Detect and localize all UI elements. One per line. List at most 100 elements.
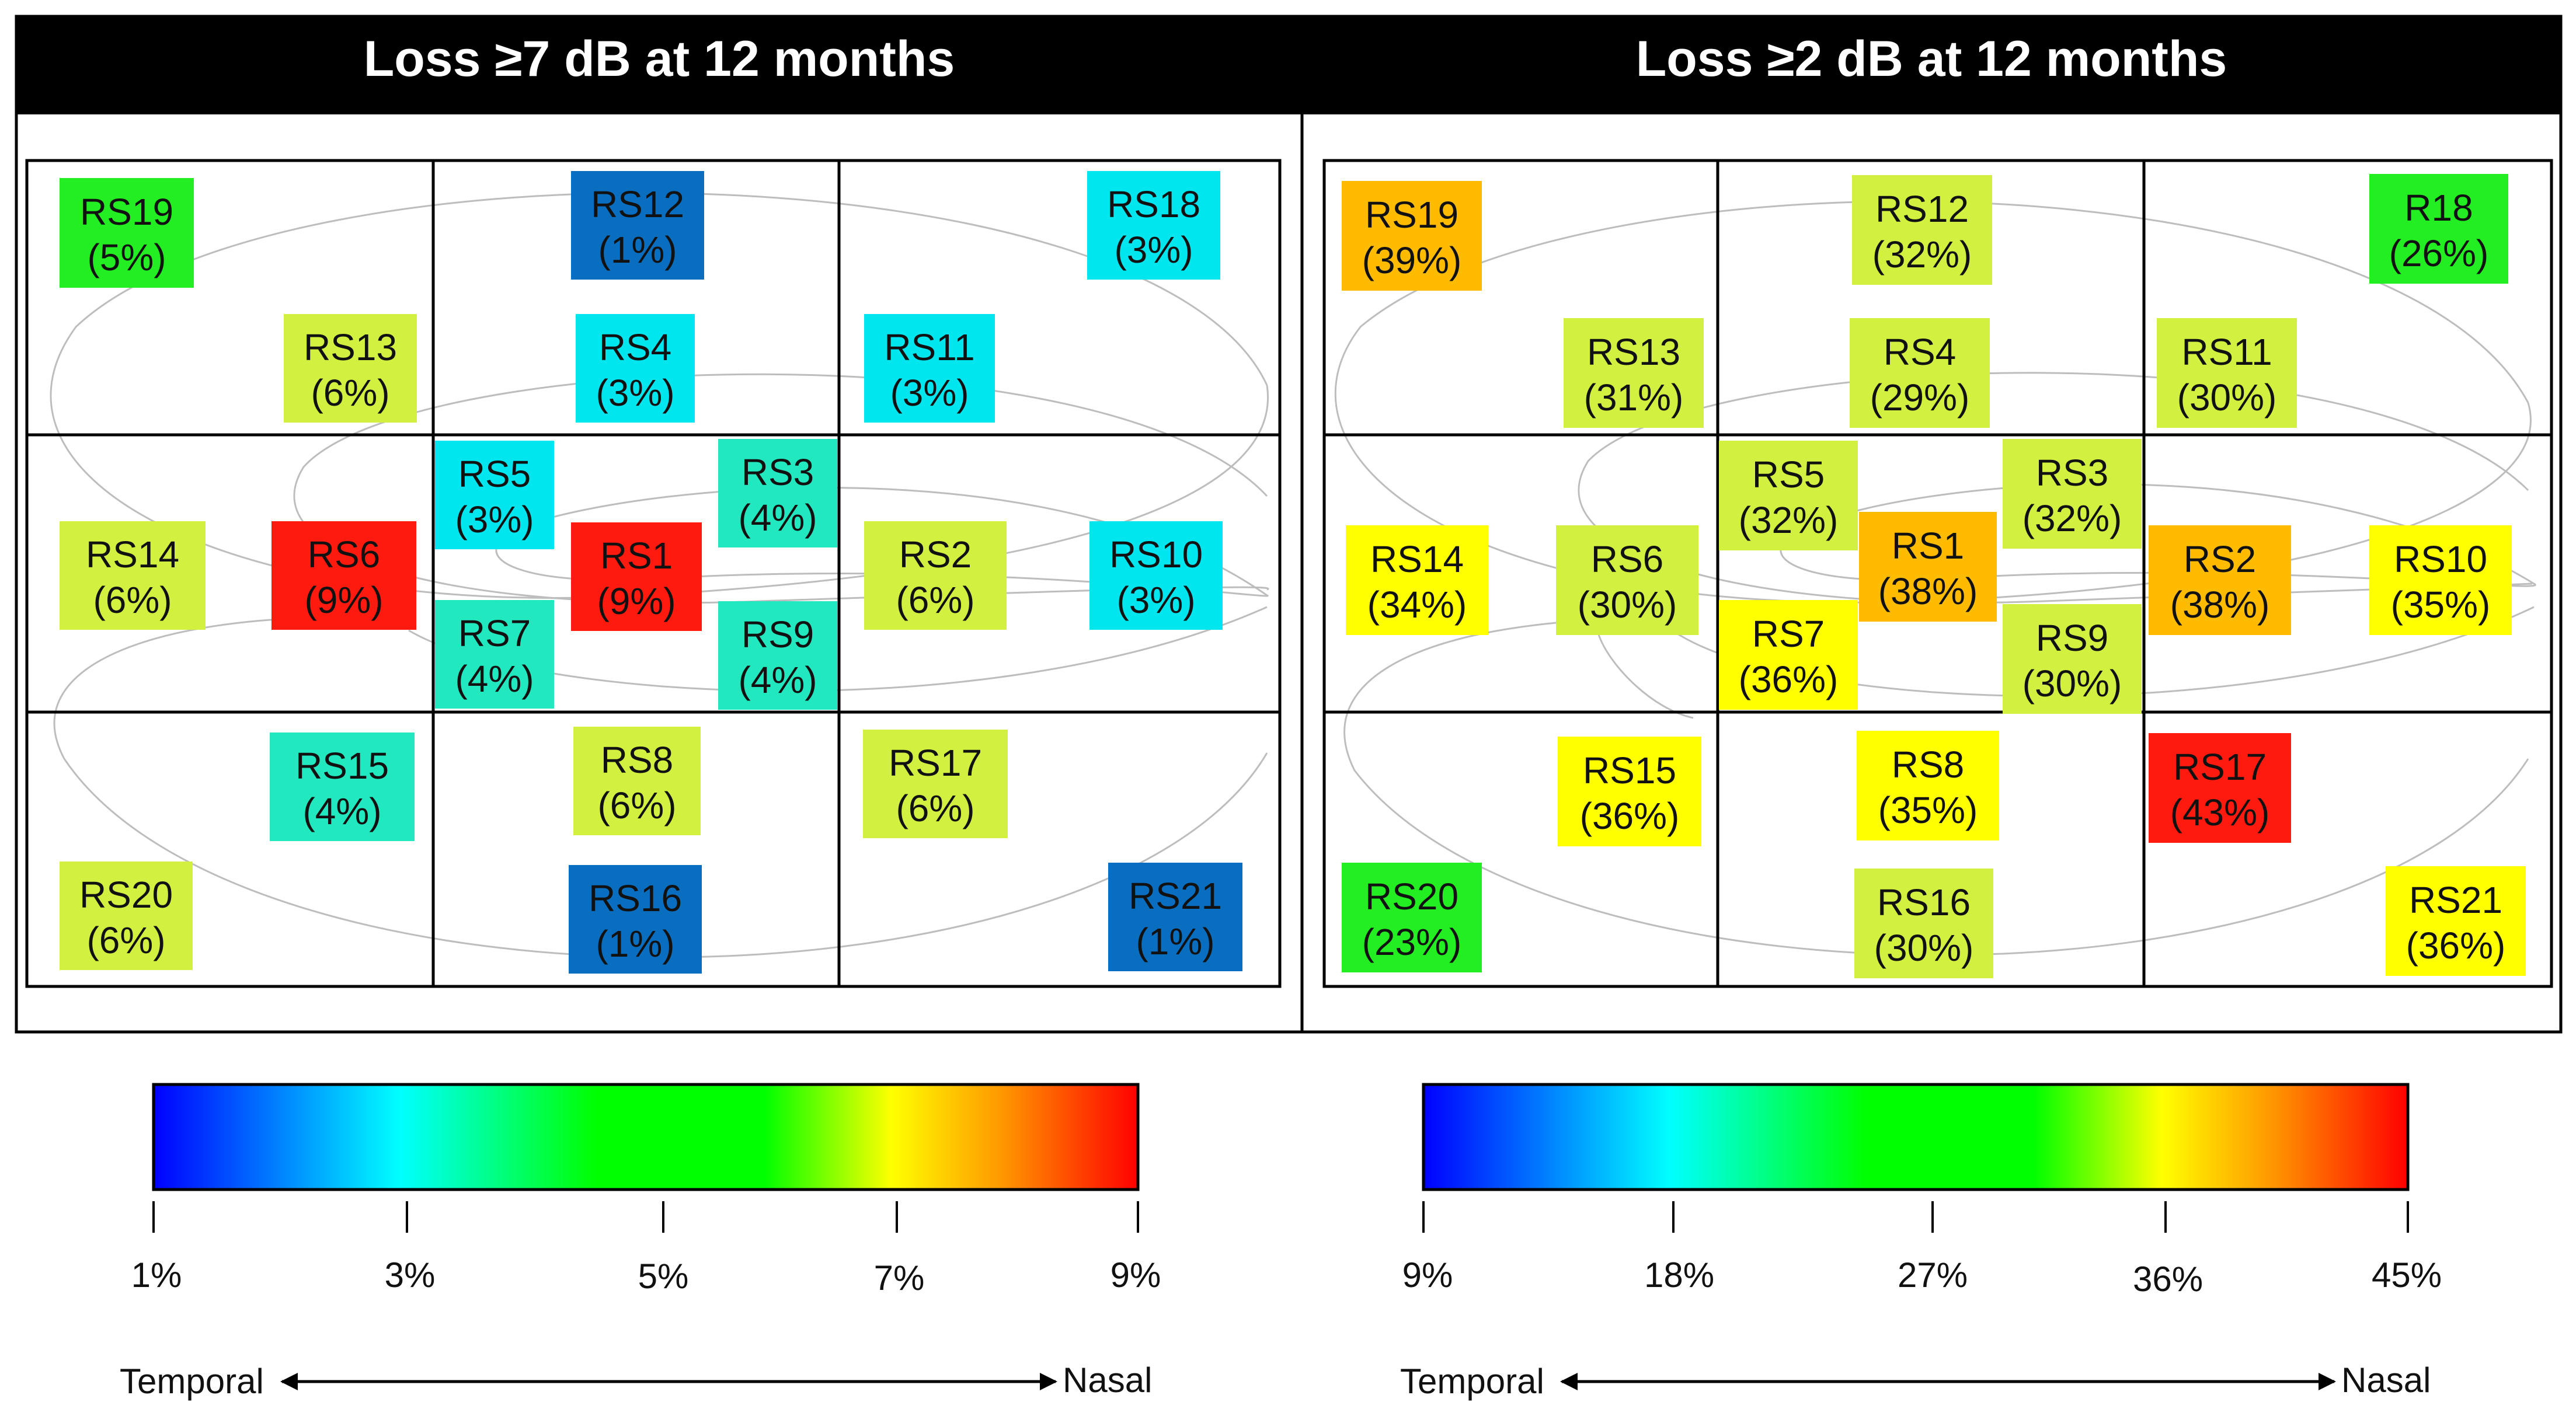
cell-RS13: RS13(6%) xyxy=(284,314,417,423)
svg-text:RS1: RS1 xyxy=(1892,525,1965,567)
cell-RS20: RS20(6%) xyxy=(60,862,193,970)
svg-text:(5%): (5%) xyxy=(87,236,166,278)
svg-text:RS2: RS2 xyxy=(2184,538,2257,580)
cell-RS1: RS1(9%) xyxy=(571,522,702,631)
svg-text:RS16: RS16 xyxy=(1877,881,1971,923)
color-scale-right: 9% 18% 27% 36% 45% Temporal Nasal xyxy=(1400,1083,2442,1401)
cell-RS21: RS21(1%) xyxy=(1108,863,1242,971)
svg-text:RS3: RS3 xyxy=(2036,452,2109,494)
svg-text:RS4: RS4 xyxy=(599,326,672,368)
panel-title: Loss ≥2 dB at 12 months xyxy=(1636,31,2227,87)
svg-text:(36%): (36%) xyxy=(2406,925,2506,967)
svg-text:(6%): (6%) xyxy=(311,372,389,414)
cell-RS14: RS14(34%) xyxy=(1346,525,1488,635)
svg-text:RS13: RS13 xyxy=(1587,331,1680,373)
cell-RS10: RS10(3%) xyxy=(1089,521,1223,630)
direction-left-label: Temporal xyxy=(1400,1362,1544,1401)
svg-text:RS11: RS11 xyxy=(2181,331,2272,373)
svg-text:RS1: RS1 xyxy=(600,535,673,577)
panel-left: Loss ≥7 dB at 12 months RS19(5%) RS12(1%… xyxy=(16,16,1302,988)
cell-RS5: RS5(3%) xyxy=(435,441,554,549)
cell-RS11: RS11(3%) xyxy=(864,314,995,423)
svg-text:RS20: RS20 xyxy=(79,874,173,916)
cell-RS7: RS7(36%) xyxy=(1719,600,1858,710)
svg-text:(4%): (4%) xyxy=(455,658,534,700)
svg-text:(3%): (3%) xyxy=(1114,229,1193,271)
direction-left-label: Temporal xyxy=(120,1362,264,1401)
panel-right: Loss ≥2 dB at 12 months RS19(39%) RS12 (3… xyxy=(1302,16,2561,988)
svg-text:(30%): (30%) xyxy=(2022,662,2122,704)
svg-text:RS14: RS14 xyxy=(1370,538,1464,580)
svg-text:RS19: RS19 xyxy=(1365,194,1458,236)
svg-text:RS17: RS17 xyxy=(2173,746,2267,788)
cell-RS4: RS4(3%) xyxy=(576,314,695,423)
svg-text:RS12: RS12 xyxy=(1875,188,1969,230)
cell-RS17: RS17(43%) xyxy=(2149,733,2291,843)
cell-RS19: RS19(39%) xyxy=(1342,181,1482,291)
svg-text:(30%): (30%) xyxy=(1874,927,1974,969)
svg-text:RS11: RS11 xyxy=(884,326,974,368)
cell-RS17: RS17(6%) xyxy=(863,730,1008,838)
colorbar xyxy=(1422,1083,2410,1191)
colorbar xyxy=(152,1083,1140,1191)
svg-text:RS9: RS9 xyxy=(2036,617,2109,659)
cell-RS8: RS8(6%) xyxy=(573,727,701,835)
cell-RS3: RS3(32%) xyxy=(2003,439,2142,549)
tick-label: 27% xyxy=(1898,1255,1968,1295)
svg-text:RS21: RS21 xyxy=(2409,879,2502,921)
svg-text:RS6: RS6 xyxy=(308,533,381,576)
tick-label: 36% xyxy=(2133,1260,2203,1299)
svg-text:(38%): (38%) xyxy=(1878,570,1978,612)
svg-text:RS5: RS5 xyxy=(458,453,531,495)
color-scale-left: 1% 3% 5% 7% 9% Temporal Nasal xyxy=(120,1083,1161,1401)
svg-text:(4%): (4%) xyxy=(738,659,817,701)
cell-RS13: RS13(31%) xyxy=(1564,318,1704,428)
svg-text:(30%): (30%) xyxy=(1578,584,1677,626)
direction-right-label: Nasal xyxy=(1063,1361,1152,1400)
cell-RS16: RS16(1%) xyxy=(569,865,702,974)
svg-text:RS13: RS13 xyxy=(304,326,397,368)
svg-text:(39%): (39%) xyxy=(1362,239,1462,281)
svg-text:RS20: RS20 xyxy=(1365,876,1458,918)
svg-text:(6%): (6%) xyxy=(597,784,676,826)
svg-text:(32%): (32%) xyxy=(2022,497,2122,539)
cell-RS12: RS12(1%) xyxy=(571,171,704,280)
svg-text:(9%): (9%) xyxy=(597,580,676,622)
svg-text:RS5: RS5 xyxy=(1752,454,1825,496)
cell-RS6: RS6(30%) xyxy=(1556,525,1698,635)
tick-label: 3% xyxy=(385,1255,436,1295)
svg-text:(6%): (6%) xyxy=(86,919,165,961)
cell-RS9: RS9(4%) xyxy=(718,601,837,710)
svg-text:(3%): (3%) xyxy=(455,498,534,540)
cell-R18: R18(26%) xyxy=(2369,174,2508,284)
svg-text:(6%): (6%) xyxy=(896,787,974,829)
svg-text:(3%): (3%) xyxy=(596,372,674,414)
svg-text:R18: R18 xyxy=(2404,187,2473,229)
svg-text:(43%): (43%) xyxy=(2170,791,2270,833)
svg-text:(36%): (36%) xyxy=(1739,658,1839,700)
svg-text:(35%): (35%) xyxy=(1878,789,1978,831)
svg-text:RS19: RS19 xyxy=(80,191,173,233)
cell-RS2: RS2(6%) xyxy=(864,521,1007,630)
cell-RS15: RS15(4%) xyxy=(270,733,415,841)
svg-text:(38%): (38%) xyxy=(2170,584,2270,626)
tick-label: 9% xyxy=(1111,1255,1161,1295)
svg-text:RS8: RS8 xyxy=(601,739,674,781)
svg-text:(36%): (36%) xyxy=(1580,795,1680,837)
svg-text:RS7: RS7 xyxy=(458,612,531,654)
tick-label: 5% xyxy=(638,1257,689,1296)
svg-text:(30%): (30%) xyxy=(2177,376,2277,418)
svg-text:(23%): (23%) xyxy=(1362,921,1462,963)
svg-text:(32%): (32%) xyxy=(1739,499,1839,541)
svg-text:RS16: RS16 xyxy=(589,877,682,919)
svg-text:(1%): (1%) xyxy=(598,229,677,271)
cell-RS20: RS20(23%) xyxy=(1342,863,1482,972)
svg-text:RS4: RS4 xyxy=(1884,331,1957,373)
cell-RS10: RS10(35%) xyxy=(2369,525,2512,635)
cell-RS15: RS15(36%) xyxy=(1558,737,1701,846)
svg-text:(26%): (26%) xyxy=(2389,232,2489,274)
cell-RS21: RS21(36%) xyxy=(2386,866,2526,976)
svg-text:(9%): (9%) xyxy=(304,579,383,621)
cell-RS7: RS7(4%) xyxy=(435,600,554,709)
svg-text:(4%): (4%) xyxy=(302,790,381,832)
